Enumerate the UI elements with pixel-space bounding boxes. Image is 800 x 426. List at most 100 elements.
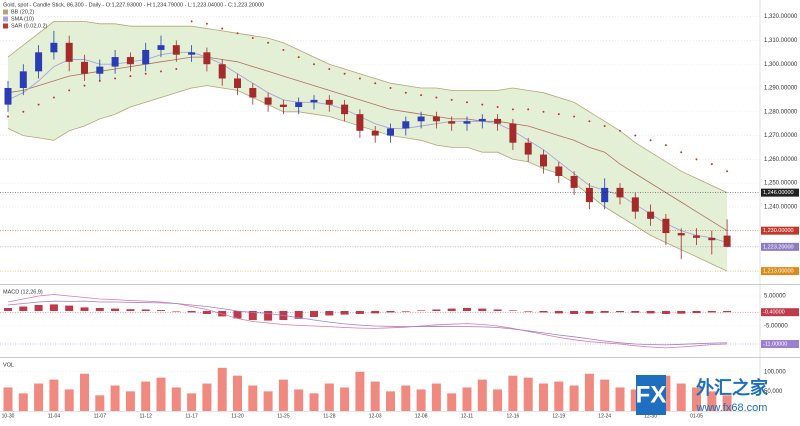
histogram-bar bbox=[707, 311, 716, 313]
histogram-bar bbox=[493, 309, 502, 311]
candle-body bbox=[111, 57, 119, 67]
histogram-bar bbox=[126, 309, 135, 311]
sar-dot bbox=[52, 96, 55, 99]
volume-bar bbox=[80, 373, 89, 411]
candle-body bbox=[188, 52, 196, 55]
histogram-bar bbox=[616, 311, 624, 313]
x-tick-label: 11-25 bbox=[277, 413, 290, 419]
marker-label: 1,246.00000 bbox=[763, 190, 794, 196]
candle-body bbox=[417, 116, 425, 122]
band-upper bbox=[7, 20, 728, 193]
legend-bands: BB (20,2) bbox=[11, 9, 34, 15]
histogram-bar bbox=[417, 310, 426, 311]
watermark: FX 外汇之家 www.fx68.com bbox=[636, 375, 769, 415]
sar-dot bbox=[267, 41, 270, 44]
histogram-bar bbox=[600, 311, 609, 313]
candle-body bbox=[570, 175, 578, 188]
legend-sar: SAR (0.02,0.2) bbox=[11, 23, 48, 29]
histogram-bar bbox=[478, 308, 487, 311]
volume-bar bbox=[615, 387, 625, 411]
volume-bar bbox=[49, 379, 59, 411]
volume-bar bbox=[309, 393, 319, 411]
watermark-badge bbox=[636, 375, 666, 415]
volume-bar bbox=[569, 385, 579, 411]
histogram-bar bbox=[554, 311, 563, 314]
y-tick-label: 5.00000 bbox=[764, 294, 786, 300]
candle-body bbox=[708, 237, 716, 241]
candle-body bbox=[96, 66, 104, 74]
sar-dot bbox=[603, 125, 606, 128]
candle-body bbox=[172, 45, 180, 55]
candle-body bbox=[234, 78, 241, 88]
candle-body bbox=[81, 61, 88, 74]
volume-bar bbox=[539, 383, 548, 411]
sar-dot bbox=[114, 77, 117, 80]
sar-dot bbox=[466, 101, 468, 104]
sar-dot bbox=[160, 70, 162, 73]
histogram-bar bbox=[19, 306, 28, 311]
sar-dot bbox=[358, 77, 361, 80]
marker-box bbox=[761, 226, 799, 235]
marker-box bbox=[761, 267, 799, 276]
histogram-bar bbox=[80, 307, 89, 311]
sar-dot bbox=[328, 67, 331, 70]
candle-body bbox=[494, 118, 502, 124]
candle-body bbox=[4, 87, 12, 105]
candle-body bbox=[371, 130, 379, 136]
candle-body bbox=[19, 71, 27, 88]
candle-body bbox=[693, 235, 700, 238]
sar-dot bbox=[297, 56, 300, 59]
chart-title: Gold, spot - Candle Stick, 86,300 - Dail… bbox=[3, 2, 264, 8]
histogram-bar bbox=[447, 308, 456, 311]
volume-bar bbox=[554, 381, 564, 411]
marker-box bbox=[761, 308, 799, 317]
y-tick-label: 1,290.00000 bbox=[764, 86, 798, 92]
candle-body bbox=[723, 235, 731, 247]
volume-bar bbox=[217, 367, 227, 411]
sar-dot bbox=[129, 75, 132, 78]
volume-bar bbox=[34, 383, 44, 411]
sar-dot bbox=[619, 129, 621, 132]
marker-label: 1,213.00000 bbox=[763, 269, 794, 275]
volume-bar bbox=[493, 389, 503, 411]
histogram-bar bbox=[111, 308, 120, 311]
sar-dot bbox=[435, 96, 438, 99]
candle-body bbox=[463, 121, 471, 124]
volume-bar bbox=[447, 393, 457, 411]
volume-bar bbox=[340, 387, 350, 411]
legend-swatch bbox=[3, 16, 8, 22]
y-tick-label: 1,320.00000 bbox=[764, 14, 798, 20]
sar-dot bbox=[37, 103, 40, 106]
volume-bar bbox=[263, 391, 273, 411]
x-tick-label: 11-28 bbox=[323, 413, 336, 419]
volume-bar bbox=[355, 371, 365, 411]
volume-bar bbox=[202, 383, 212, 411]
volume-bar bbox=[416, 389, 426, 411]
histogram-bar bbox=[65, 305, 74, 311]
volume-bar bbox=[18, 393, 28, 411]
x-tick-label: 11-12 bbox=[139, 413, 152, 419]
volume-bar bbox=[630, 389, 640, 411]
sar-dot bbox=[695, 158, 698, 161]
x-tick-label: 12-30 bbox=[644, 413, 657, 419]
histogram-bar bbox=[325, 311, 334, 316]
histogram-bar bbox=[631, 311, 640, 313]
volume-bar bbox=[722, 395, 732, 411]
watermark-name: 外汇之家 bbox=[696, 377, 769, 398]
panel-title: VOL bbox=[3, 362, 14, 368]
y-tick-label: 1,270.00000 bbox=[764, 133, 798, 139]
candle-body bbox=[126, 57, 134, 65]
marker-label: 1,230.00000 bbox=[763, 228, 794, 234]
sar-dot bbox=[481, 103, 484, 106]
sar-dot bbox=[68, 89, 71, 92]
x-tick-label: 12-11 bbox=[461, 413, 474, 419]
volume-bar bbox=[600, 379, 610, 411]
candle-body bbox=[50, 42, 58, 53]
y-tick-label: 1,310.00000 bbox=[764, 38, 798, 44]
volume-bar bbox=[324, 383, 334, 411]
volume-bar bbox=[676, 383, 686, 411]
histogram-bar bbox=[187, 311, 196, 313]
sar-dot bbox=[144, 72, 147, 75]
histogram-bar bbox=[310, 311, 318, 317]
